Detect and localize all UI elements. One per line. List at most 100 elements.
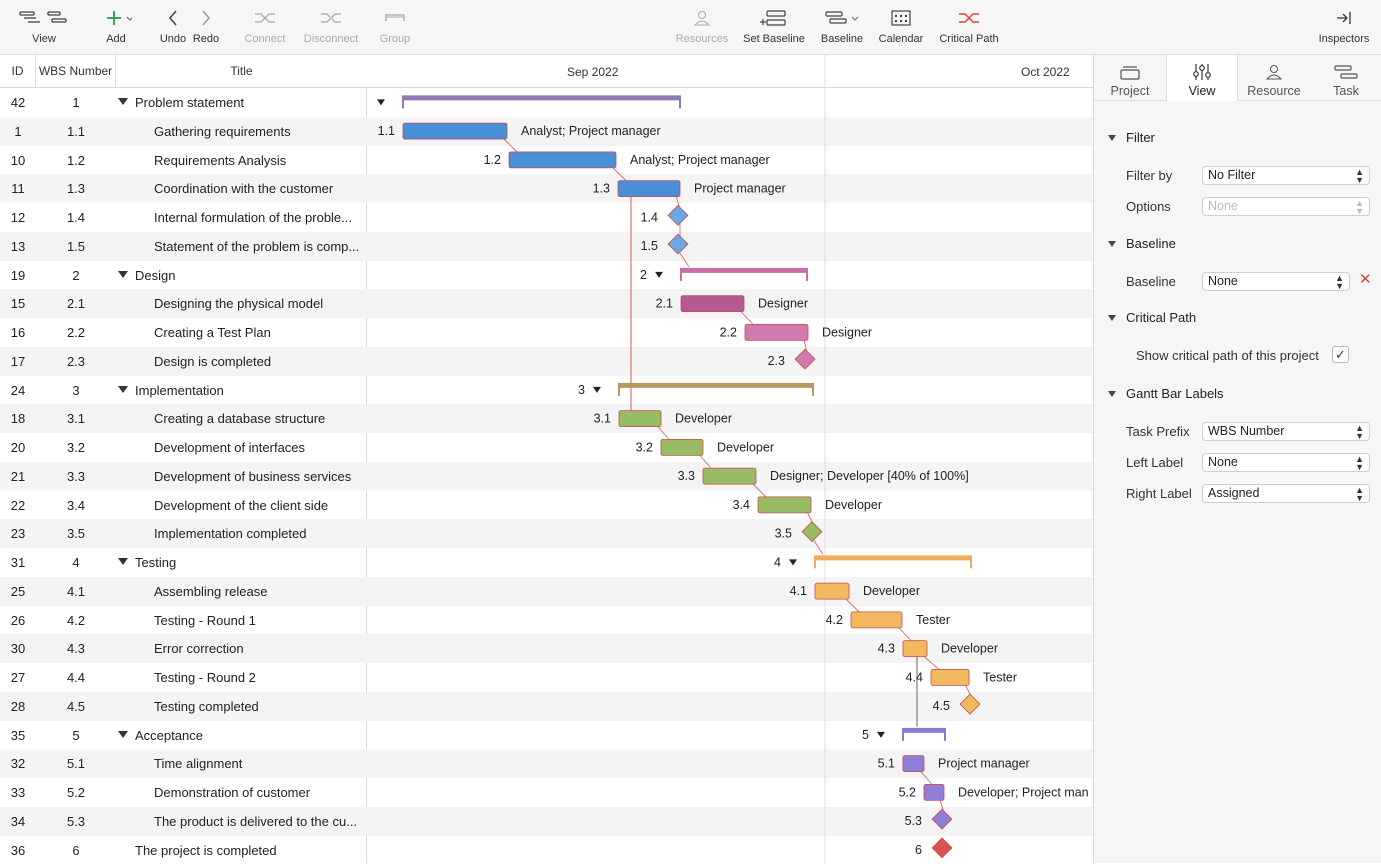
cell-id: 36 (0, 843, 36, 858)
bar-right-label: Designer; Developer [40% of 100%] (770, 469, 969, 483)
disclosure-triangle-icon[interactable] (118, 386, 128, 393)
cell-wbs: 3.5 (36, 526, 116, 541)
bar-left-label: 4.5 (933, 699, 950, 713)
filter-section-header[interactable]: Filter (1108, 130, 1155, 145)
bar-left-label: 1.5 (641, 239, 658, 253)
column-header-title[interactable]: Title (116, 55, 367, 88)
right-label-select[interactable]: Assigned▲▼ (1202, 484, 1370, 503)
tab-view[interactable]: View (1166, 55, 1238, 101)
disconnect-button[interactable]: Disconnect (300, 6, 362, 52)
cell-id: 28 (0, 699, 36, 714)
baseline-section-header[interactable]: Baseline (1108, 236, 1176, 251)
person-icon (693, 6, 711, 30)
column-header-id[interactable]: ID (0, 55, 36, 88)
task-prefix-select[interactable]: WBS Number▲▼ (1202, 422, 1370, 441)
undo-button[interactable]: Undo (157, 6, 189, 52)
sliders-icon (1191, 63, 1213, 81)
baseline-select[interactable]: None▲▼ (1202, 272, 1350, 291)
bar-left-label: 2 (640, 268, 647, 282)
left-label-select[interactable]: None▲▼ (1202, 453, 1370, 472)
critical-path-section-header[interactable]: Critical Path (1108, 310, 1196, 325)
view-button[interactable]: View (10, 6, 78, 52)
tab-project[interactable]: Project (1094, 55, 1166, 101)
inspectors-button[interactable]: Inspectors (1314, 6, 1374, 52)
resources-button[interactable]: Resources (672, 6, 732, 52)
baseline-button[interactable]: Baseline (818, 6, 866, 52)
milestone-diamond (960, 694, 980, 714)
disclosure-triangle-icon[interactable] (118, 98, 128, 105)
dependency-arrow (699, 454, 711, 468)
connect-button[interactable]: Connect (242, 6, 288, 52)
cell-title: Development of interfaces (154, 440, 362, 455)
show-critical-path-checkbox[interactable]: ✓ (1332, 346, 1349, 363)
tab-resource[interactable]: Resource (1238, 55, 1310, 101)
dependency-arrow (898, 627, 911, 641)
bar-labels-section-header[interactable]: Gantt Bar Labels (1108, 386, 1224, 401)
tab-task[interactable]: Task (1310, 55, 1381, 101)
collapse-triangle-icon (593, 387, 601, 393)
cell-id: 13 (0, 239, 36, 254)
critical-path-button[interactable]: Critical Path (936, 6, 1002, 52)
group-button[interactable]: Group (377, 6, 413, 52)
bar-left-label: 5.3 (905, 814, 922, 828)
disclosure-triangle-icon[interactable] (118, 558, 128, 565)
options-select[interactable]: None▲▼ (1202, 197, 1370, 216)
disclosure-triangle-icon[interactable] (118, 271, 128, 278)
set-baseline-button[interactable]: Set Baseline (740, 6, 808, 52)
cell-wbs: 3.3 (36, 469, 116, 484)
cell-wbs: 4 (36, 555, 116, 570)
bar-left-label: 3.3 (678, 469, 695, 483)
cell-wbs: 4.1 (36, 584, 116, 599)
filter-by-select[interactable]: No Filter▲▼ (1202, 166, 1370, 185)
cell-id: 27 (0, 670, 36, 685)
column-header-wbs[interactable]: WBS Number (36, 55, 116, 88)
cell-wbs: 1.2 (36, 153, 116, 168)
filter-by-label: Filter by (1126, 168, 1172, 183)
bar-left-label: 2.2 (720, 325, 737, 339)
collapse-triangle-icon (789, 559, 797, 565)
cell-title: Development of the client side (154, 498, 362, 513)
summary-bar-fill (681, 269, 807, 273)
cell-title: Testing completed (154, 699, 362, 714)
cell-id: 32 (0, 756, 36, 771)
clear-baseline-icon[interactable]: ✕ (1359, 270, 1372, 288)
add-button[interactable]: Add (100, 6, 132, 52)
cell-wbs: 3.2 (36, 440, 116, 455)
redo-button[interactable]: Redo (190, 6, 222, 52)
milestone-diamond (668, 234, 688, 254)
disclosure-triangle-icon[interactable] (118, 731, 128, 738)
cell-wbs: 2.1 (36, 296, 116, 311)
milestone-diamond (668, 205, 688, 225)
task-bar (903, 756, 924, 772)
calendar-button[interactable]: Calendar (876, 6, 926, 52)
cell-id: 11 (0, 181, 36, 196)
cell-title: Gathering requirements (154, 124, 362, 139)
